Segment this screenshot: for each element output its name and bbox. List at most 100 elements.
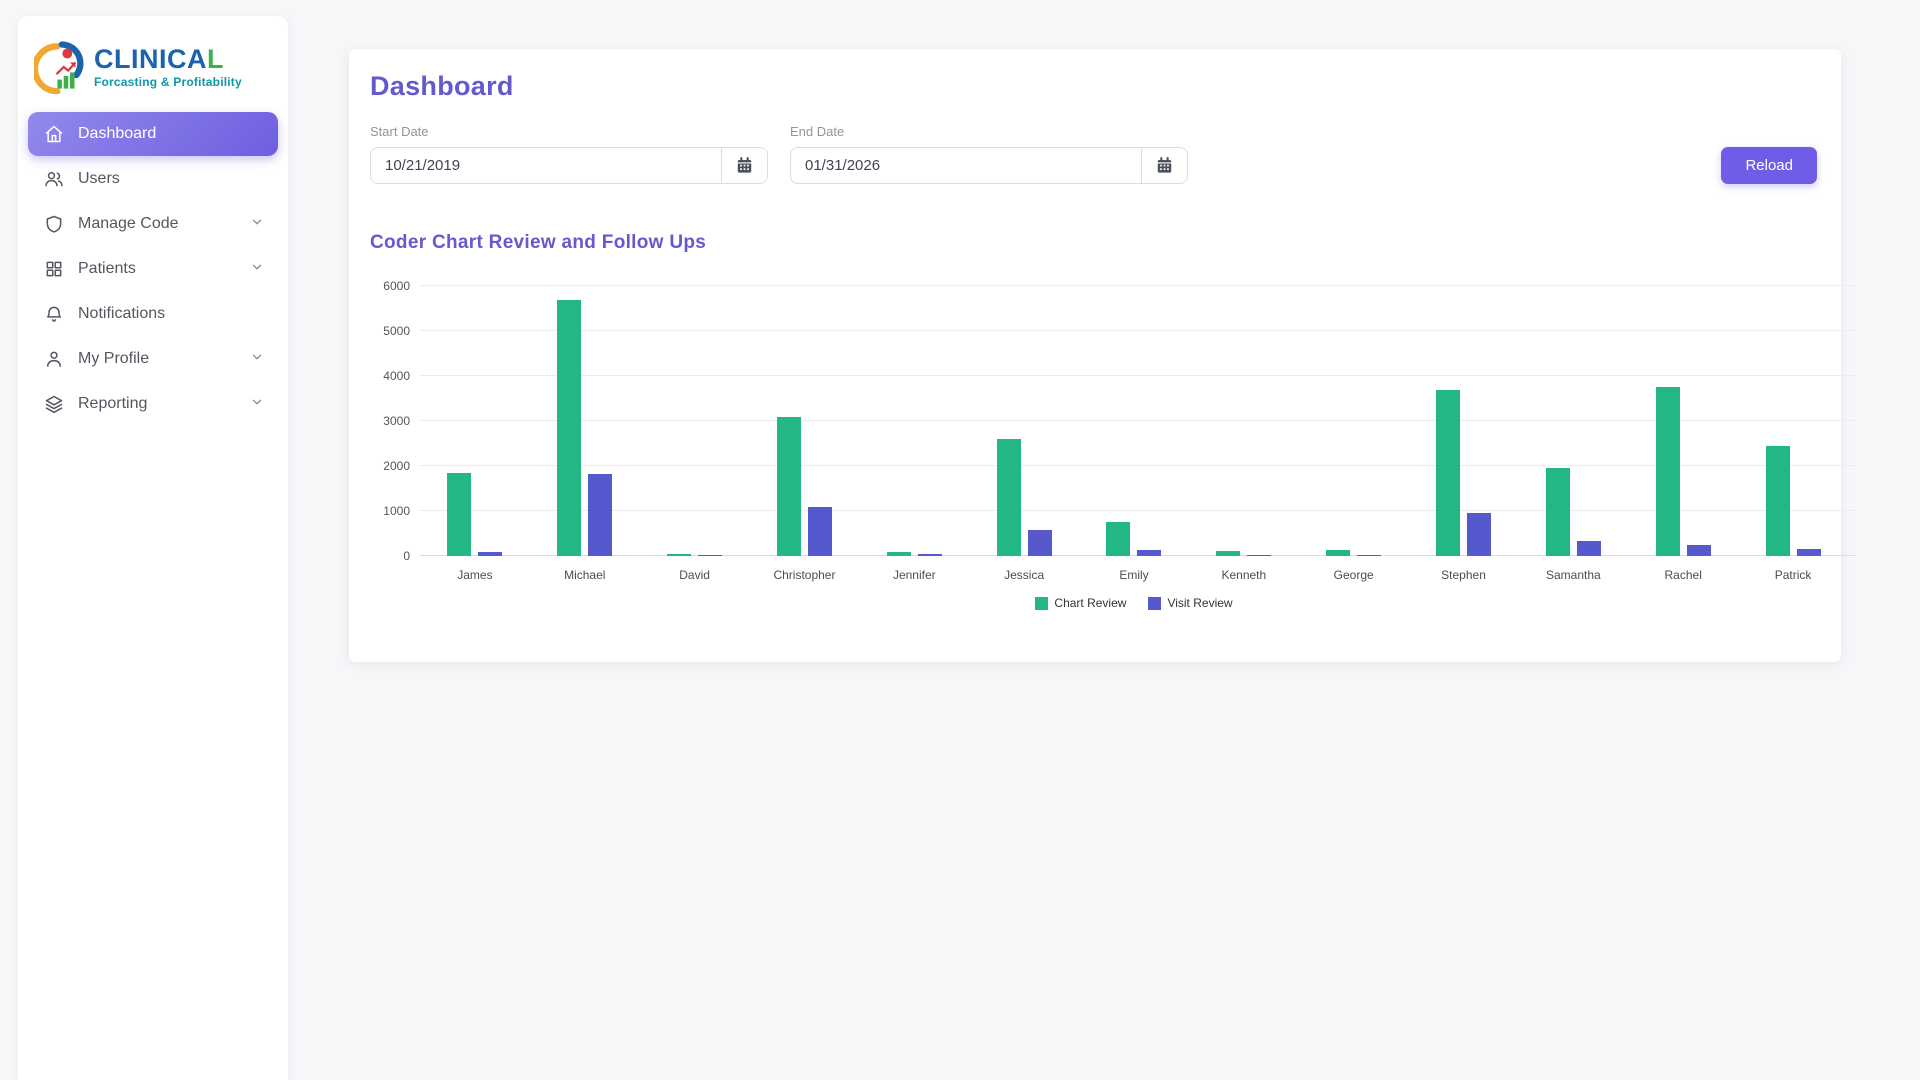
sidebar-item-patients[interactable]: Patients — [28, 247, 278, 291]
x-axis-category-label: David — [679, 568, 710, 582]
x-axis-category-label: Christopher — [773, 568, 836, 582]
sidebar: CLINICAL Forcasting & Profitability Dash… — [18, 16, 288, 1080]
app-logo: CLINICAL Forcasting & Profitability — [28, 30, 278, 112]
sidebar-item-users[interactable]: Users — [28, 157, 278, 201]
bar-group — [1409, 286, 1519, 556]
bar — [1216, 551, 1241, 556]
bar — [1655, 387, 1680, 556]
app-name: CLINICAL — [94, 44, 224, 74]
bar — [1765, 445, 1790, 556]
bar-groups — [420, 286, 1848, 556]
gridline — [420, 330, 1856, 331]
sidebar-item-label: Manage Code — [78, 215, 179, 232]
y-axis-tick-label: 4000 — [383, 369, 410, 383]
bar — [447, 472, 472, 556]
users-icon — [45, 172, 63, 187]
grid-icon — [46, 261, 62, 277]
layers-icon — [45, 395, 63, 414]
bar — [698, 554, 723, 556]
gridline — [420, 465, 1856, 466]
end-date-input-group — [790, 147, 1188, 184]
bar-group — [640, 286, 750, 556]
bar — [917, 554, 942, 556]
end-date-field: End Date — [790, 124, 1188, 184]
bar-group — [530, 286, 640, 556]
sidebar-item-label: Patients — [78, 260, 136, 277]
start-date-input[interactable] — [371, 148, 721, 183]
bar-group — [1299, 286, 1409, 556]
chart-section-title: Coder Chart Review and Follow Ups — [370, 232, 707, 253]
bar-group — [1628, 286, 1738, 556]
sidebar-item-manage-code[interactable]: Manage Code — [28, 202, 278, 246]
legend-item-visit-review[interactable]: Visit Review — [1148, 596, 1233, 610]
chevron-down-icon — [250, 395, 264, 414]
bar — [1027, 529, 1052, 556]
bar-group — [1518, 286, 1628, 556]
bar — [1796, 549, 1821, 556]
sidebar-item-label: Notifications — [78, 305, 166, 322]
bar-group — [420, 286, 530, 556]
reload-button[interactable]: Reload — [1721, 147, 1817, 184]
main-content-card: Dashboard Start Date End Date Reload Cod… — [349, 49, 1856, 662]
y-axis-tick-label: 0 — [403, 549, 410, 563]
calendar-icon — [1157, 156, 1172, 173]
calendar-icon — [737, 156, 752, 173]
x-axis-category-label: Emily — [1119, 568, 1149, 582]
bar — [776, 416, 801, 556]
sidebar-item-reporting[interactable]: Reporting — [28, 382, 278, 426]
bar — [478, 551, 503, 556]
bar — [1467, 513, 1492, 556]
bar — [886, 551, 911, 556]
bar — [1106, 522, 1131, 556]
bar — [588, 474, 613, 556]
sidebar-item-notifications[interactable]: Notifications — [28, 292, 278, 336]
bar — [1545, 468, 1570, 556]
bar — [1686, 544, 1711, 556]
x-axis-category-label: Rachel — [1664, 568, 1702, 582]
end-date-input[interactable] — [791, 148, 1141, 183]
sidebar-item-label: Reporting — [78, 395, 148, 412]
logo-mark-icon — [34, 41, 84, 94]
bell-icon — [47, 306, 61, 322]
end-date-calendar-button[interactable] — [1141, 148, 1187, 183]
filter-bar: Start Date End Date Reload — [370, 124, 1817, 184]
y-axis-tick-label: 2000 — [383, 459, 410, 473]
legend-item-chart-review[interactable]: Chart Review — [1035, 596, 1126, 610]
start-date-calendar-button[interactable] — [721, 148, 767, 183]
bar — [1137, 549, 1162, 556]
chart-legend: Chart Review Visit Review — [420, 596, 1848, 610]
y-axis-tick-label: 1000 — [383, 504, 410, 518]
gridline — [420, 510, 1856, 511]
sidebar-item-my-profile[interactable]: My Profile — [28, 337, 278, 381]
bar-group — [1189, 286, 1299, 556]
bar — [1436, 389, 1461, 556]
chevron-down-icon — [250, 215, 264, 234]
page-title: Dashboard — [370, 71, 514, 101]
app-tagline: Forcasting & Profitability — [94, 75, 242, 89]
gridline — [420, 285, 1856, 286]
chart-x-axis-labels: James Michael David Christopher Jennifer Jess… — [420, 568, 1848, 582]
legend-swatch-purple — [1148, 596, 1162, 610]
x-axis-category-label: Michael — [564, 568, 606, 582]
gridline — [420, 375, 1856, 376]
legend-swatch-green — [1035, 596, 1049, 610]
x-axis-category-label: Jennifer — [892, 568, 936, 582]
bar — [557, 299, 582, 556]
bar — [1326, 550, 1351, 556]
x-axis-category-label: Stephen — [1441, 568, 1486, 582]
sidebar-item-label: My Profile — [78, 350, 150, 367]
chevron-down-icon — [250, 260, 264, 279]
x-axis-category-label: Patrick — [1774, 568, 1812, 582]
sidebar-item-dashboard[interactable]: Dashboard — [28, 112, 278, 156]
start-date-field: Start Date — [370, 124, 768, 184]
bar — [667, 553, 692, 556]
legend-label: Visit Review — [1167, 596, 1233, 610]
bar-chart: 0 1000 2000 3000 4000 5000 6000 James Michael Da… — [383, 279, 1856, 610]
y-axis-tick-label: 6000 — [383, 279, 410, 293]
bar-group — [1079, 286, 1189, 556]
shield-icon — [46, 215, 62, 233]
y-axis-tick-label: 3000 — [383, 414, 410, 428]
home-icon — [45, 125, 63, 143]
sidebar-item-label: Dashboard — [78, 125, 157, 142]
bar — [1357, 555, 1382, 556]
